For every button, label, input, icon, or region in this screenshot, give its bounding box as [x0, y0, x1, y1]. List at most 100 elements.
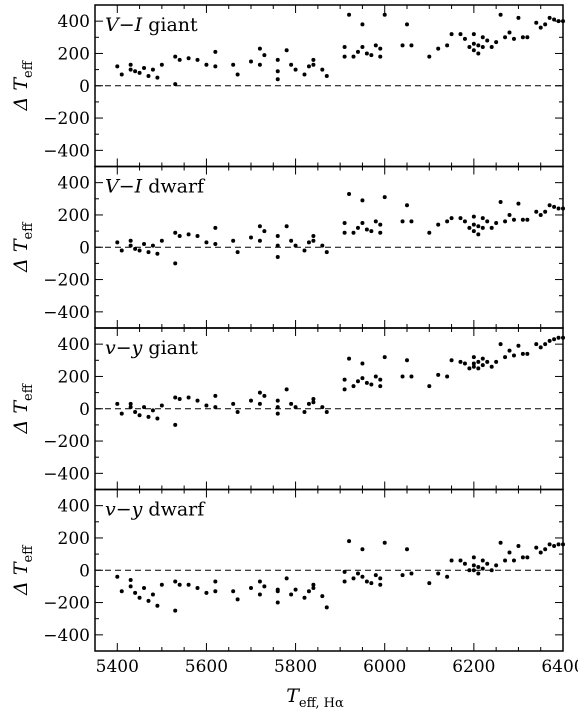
data-point — [311, 582, 316, 587]
data-point — [213, 405, 218, 410]
panel-label: V−I giant — [105, 14, 198, 36]
data-point — [511, 217, 516, 222]
data-point — [538, 25, 543, 30]
data-point — [427, 54, 432, 59]
data-point — [400, 219, 405, 224]
data-point — [173, 82, 178, 87]
data-point — [471, 222, 476, 227]
data-point — [257, 224, 262, 229]
data-point — [289, 62, 294, 67]
data-point — [534, 342, 539, 347]
data-point — [409, 43, 414, 48]
data-point — [249, 59, 253, 64]
data-point — [355, 379, 360, 384]
data-point — [324, 409, 329, 414]
data-point — [213, 64, 218, 69]
data-point — [311, 62, 316, 67]
data-point — [462, 219, 467, 224]
panel-frame — [94, 488, 564, 652]
data-point — [462, 361, 467, 366]
data-point — [534, 20, 539, 25]
data-point — [257, 592, 262, 597]
data-point — [360, 44, 365, 49]
data-point — [373, 573, 378, 578]
data-point — [324, 250, 329, 255]
panel-label-part: V — [105, 14, 121, 36]
data-point — [231, 401, 236, 406]
data-point — [458, 32, 463, 37]
data-point — [275, 600, 280, 605]
data-point — [293, 67, 298, 72]
data-point — [351, 230, 356, 235]
data-point — [311, 400, 316, 405]
data-point — [503, 558, 508, 563]
y-tick-label: 0 — [79, 77, 90, 97]
data-point — [427, 230, 432, 235]
data-point — [409, 219, 414, 224]
data-point — [257, 401, 262, 406]
data-point — [133, 246, 138, 251]
panel-label-part: I — [134, 14, 143, 36]
data-point — [378, 54, 383, 59]
data-point — [150, 67, 155, 72]
data-point — [480, 225, 485, 230]
data-point — [476, 51, 481, 56]
x-tick-labels: 5400 5600 5800 6000 6200 6400 — [96, 657, 578, 677]
x-tick-label: 5400 — [96, 657, 139, 677]
data-point — [489, 364, 494, 369]
data-point — [115, 240, 120, 245]
data-point — [534, 209, 539, 214]
data-point — [355, 49, 360, 54]
data-point — [480, 356, 485, 361]
data-point — [405, 203, 409, 208]
data-point — [360, 547, 365, 552]
data-point — [369, 581, 374, 586]
data-point — [449, 558, 454, 563]
data-point — [351, 54, 356, 59]
data-point — [195, 398, 200, 403]
data-point — [382, 355, 387, 360]
data-point — [275, 57, 280, 62]
data-point — [177, 57, 182, 62]
y-tick-label: −400 — [43, 626, 90, 646]
data-point — [342, 44, 347, 49]
data-point — [159, 62, 164, 67]
data-point — [373, 374, 378, 379]
data-point — [547, 542, 552, 547]
y-tick-label: −200 — [43, 109, 90, 129]
data-point — [159, 403, 164, 408]
data-point — [293, 405, 298, 410]
data-point — [471, 364, 476, 369]
data-point — [146, 598, 151, 603]
y-tick-label: 0 — [79, 238, 90, 258]
data-point — [150, 243, 155, 248]
data-point — [400, 573, 405, 578]
data-point — [485, 359, 490, 364]
data-point — [543, 342, 548, 347]
data-point — [128, 584, 133, 589]
data-point — [547, 203, 552, 208]
y-tick-label: 200 — [58, 206, 90, 226]
data-point — [471, 41, 476, 46]
panel-label-part: giant — [142, 337, 198, 359]
panel-3: −400 −200 0 200 400 v−y giant Δ Teff — [10, 327, 565, 491]
data-point — [445, 43, 450, 48]
data-point — [489, 568, 494, 573]
data-point — [257, 46, 262, 51]
data-point — [159, 238, 164, 243]
data-point — [128, 401, 133, 406]
data-point — [257, 238, 262, 243]
data-point — [262, 393, 267, 398]
data-point — [262, 229, 267, 234]
data-point — [173, 608, 178, 613]
data-point — [520, 217, 525, 222]
data-point — [503, 35, 508, 40]
data-point — [369, 229, 374, 234]
data-point — [119, 589, 124, 594]
data-point — [311, 233, 316, 238]
data-point — [373, 43, 378, 48]
data-point — [467, 568, 472, 573]
data-point — [405, 22, 409, 27]
data-point — [342, 579, 347, 584]
